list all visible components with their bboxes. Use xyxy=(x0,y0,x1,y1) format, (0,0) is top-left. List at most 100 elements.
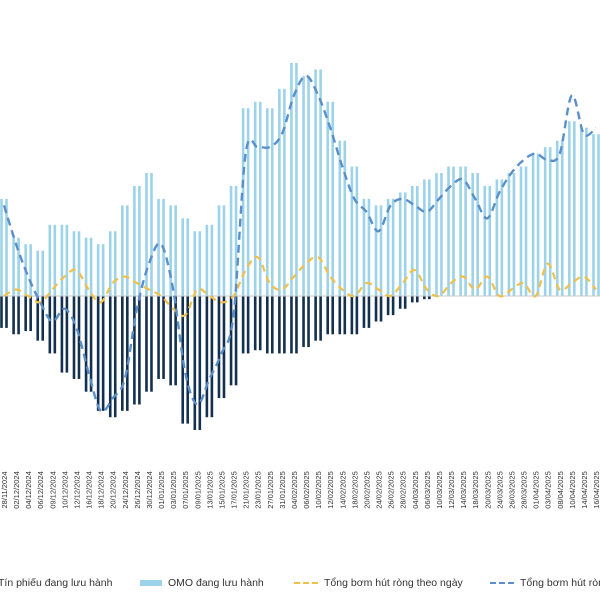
omo-bar xyxy=(48,224,52,296)
x-tick-label: 27/01/2025 xyxy=(266,471,275,509)
tin-phieu-bar xyxy=(126,296,129,411)
omo-bar xyxy=(12,237,15,296)
omo-bar xyxy=(121,205,124,296)
omo-bar xyxy=(234,185,238,296)
legend-item-tin-phieu: Tín phiếu đang lưu hành xyxy=(0,572,112,594)
tin-phieu-bar xyxy=(374,296,378,322)
tin-phieu-bar xyxy=(229,296,233,386)
tin-phieu-bar xyxy=(391,296,395,316)
x-tick-label: 24/03/2025 xyxy=(495,471,504,509)
x-tick-label: 28/02/2025 xyxy=(399,471,408,509)
omo-bar xyxy=(150,173,153,296)
omo-bar xyxy=(350,166,354,296)
tin-phieu-bar xyxy=(29,296,32,332)
tin-phieu-bar xyxy=(60,296,64,373)
legend-item-daily-line: Tổng bơm hút ròng theo ngày xyxy=(294,572,463,594)
tin-phieu-bar xyxy=(246,296,250,354)
omo-bar xyxy=(512,173,516,296)
omo-bar xyxy=(145,173,148,296)
tin-phieu-bar xyxy=(12,296,15,335)
tin-phieu-bar xyxy=(403,296,407,309)
omo-bar xyxy=(440,173,443,296)
tin-phieu-bar xyxy=(145,296,148,392)
omo-bar xyxy=(495,179,499,296)
x-tick-label: 04/12/2024 xyxy=(24,471,33,509)
daily-net-line xyxy=(3,255,597,318)
x-tick-label: 13/01/2025 xyxy=(205,471,214,509)
omo-bar xyxy=(186,218,190,296)
legend-item-cum-line: Tổng bơm hút ròng xyxy=(490,572,600,594)
omo-bar xyxy=(488,185,492,296)
omo-bar xyxy=(362,198,366,296)
tin-phieu-bar xyxy=(65,296,69,373)
omo-bar xyxy=(597,134,600,296)
tin-phieu-bar xyxy=(217,296,221,399)
x-tick-label: 17/01/2025 xyxy=(230,471,239,509)
omo-bar xyxy=(568,121,571,296)
tin-phieu-bar xyxy=(101,296,105,411)
omo-bar xyxy=(0,198,3,296)
x-tick-label: 08/04/2025 xyxy=(556,471,565,509)
tin-phieu-bar xyxy=(302,296,305,348)
tin-phieu-bar xyxy=(157,296,160,379)
omo-bar xyxy=(585,127,588,297)
x-tick-label: 03/01/2025 xyxy=(169,471,178,509)
tin-phieu-bar xyxy=(138,296,141,405)
omo-bar xyxy=(355,166,359,296)
omo-bar xyxy=(169,205,172,296)
x-tick-label: 15/01/2025 xyxy=(217,471,226,509)
x-tick-label: 26/02/2025 xyxy=(387,471,396,509)
tin-phieu-bar xyxy=(169,296,172,386)
cumulative-net-line xyxy=(2,74,597,413)
omo-bar xyxy=(113,231,117,296)
x-tick-label: 09/12/2024 xyxy=(48,471,57,509)
tin-phieu-bar xyxy=(253,296,257,351)
legend-swatch-omo xyxy=(140,580,162,586)
tin-phieu-bar xyxy=(77,296,81,379)
omo-bar xyxy=(398,192,402,296)
tin-phieu-bar xyxy=(307,296,310,348)
omo-bar xyxy=(519,166,523,296)
tin-phieu-bar xyxy=(96,296,100,411)
omo-bar xyxy=(41,250,45,296)
omo-bar xyxy=(531,153,535,296)
tin-phieu-bar xyxy=(362,296,366,328)
omo-bar xyxy=(464,166,467,296)
tin-phieu-bar xyxy=(423,296,426,300)
omo-bar xyxy=(241,108,245,297)
tin-phieu-bar xyxy=(36,296,40,341)
tin-phieu-bar xyxy=(150,296,153,392)
omo-bar xyxy=(84,237,88,296)
omo-bar xyxy=(265,108,269,297)
omo-bar xyxy=(138,185,141,296)
omo-bar xyxy=(500,179,504,296)
omo-bar xyxy=(314,69,317,296)
tin-phieu-bar xyxy=(331,296,335,335)
omo-bar xyxy=(343,140,347,296)
legend-label-omo: OMO đang lưu hành xyxy=(168,577,264,589)
tin-phieu-bar xyxy=(41,296,45,341)
tin-phieu-bar xyxy=(265,296,269,354)
omo-bar xyxy=(126,205,129,296)
tin-phieu-bar xyxy=(258,296,262,351)
tin-phieu-bar xyxy=(181,296,185,424)
omo-bars xyxy=(0,62,600,297)
omo-bar xyxy=(548,147,552,296)
x-tick-labels: 28/11/2024 02/12/2024 04/12/2024 06/12/2024… xyxy=(0,471,600,509)
omo-bar xyxy=(283,88,286,296)
omo-bar xyxy=(415,185,419,296)
x-tick-label: 03/04/2025 xyxy=(544,471,553,509)
tin-phieu-bar xyxy=(0,296,3,328)
omo-bar xyxy=(331,101,335,296)
omo-bar xyxy=(560,140,564,296)
omo-bar xyxy=(101,244,105,296)
x-tick-label: 07/01/2025 xyxy=(181,471,190,509)
omo-bar xyxy=(507,173,511,296)
omo-bar xyxy=(174,205,177,296)
x-tick-label: 10/02/2025 xyxy=(314,471,323,509)
omo-bar xyxy=(459,166,462,296)
tin-phieu-bar xyxy=(24,296,27,332)
tin-phieu-bar xyxy=(367,296,371,328)
tin-phieu-bar xyxy=(174,296,177,386)
